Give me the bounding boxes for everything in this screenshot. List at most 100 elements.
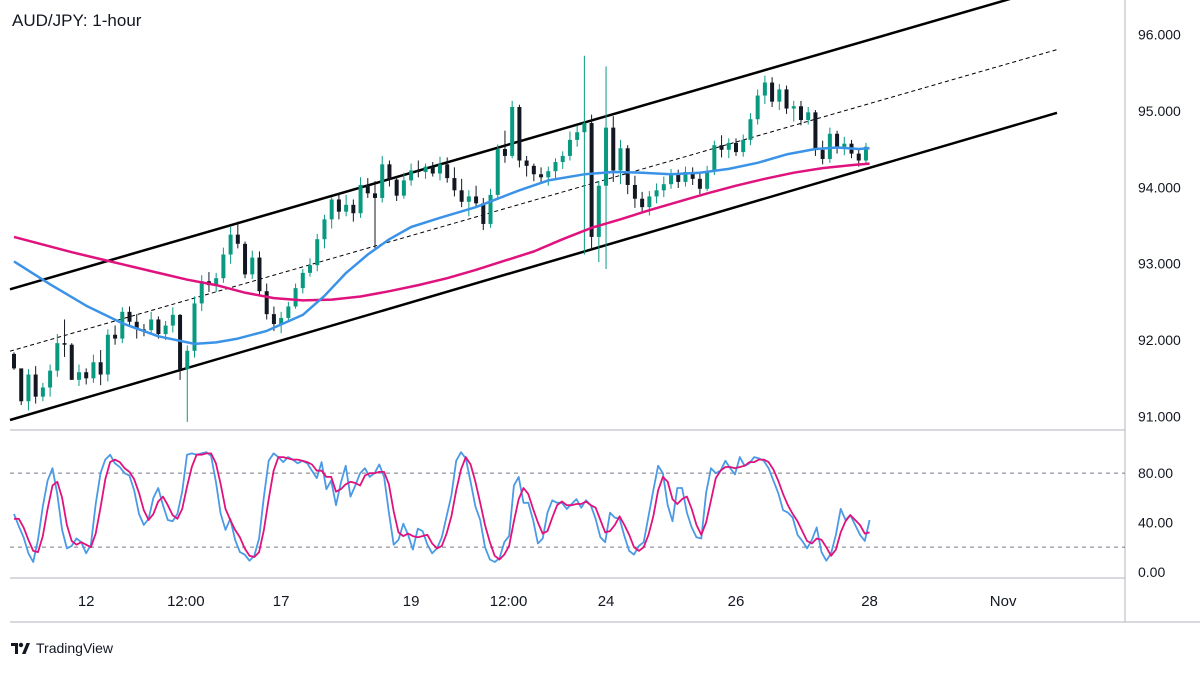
candle-body bbox=[712, 145, 717, 172]
candle-body bbox=[423, 166, 428, 172]
candle-body bbox=[84, 372, 89, 379]
candle-body bbox=[806, 112, 811, 120]
candle-body bbox=[48, 370, 53, 388]
brand-name: TradingView bbox=[36, 640, 114, 656]
candle-body bbox=[26, 374, 31, 402]
price-tick-label: 94.000 bbox=[1138, 179, 1181, 195]
candle-body bbox=[264, 291, 269, 315]
candle-body bbox=[409, 170, 414, 181]
candle-body bbox=[676, 175, 681, 182]
chart[interactable]: 96.000 95.000 94.000 93.000 92.000 91.000 80.… bbox=[0, 0, 1200, 630]
candle-body bbox=[394, 179, 399, 196]
candle-body bbox=[474, 196, 479, 204]
candle-body bbox=[546, 171, 551, 178]
chart-title: AUD/JPY: 1-hour bbox=[12, 11, 142, 30]
candle-body bbox=[373, 193, 377, 198]
candle-body bbox=[726, 142, 731, 150]
time-tick-label: 24 bbox=[598, 593, 615, 610]
candle-body bbox=[589, 123, 594, 237]
candle-body bbox=[719, 145, 724, 150]
candle-body bbox=[113, 334, 118, 339]
time-tick-label: 12:00 bbox=[167, 593, 205, 610]
channel-upper-line bbox=[9, 0, 1011, 291]
candle-body bbox=[647, 196, 652, 208]
candle-body bbox=[163, 325, 168, 334]
time-tick-label: 28 bbox=[861, 593, 878, 610]
candle-body bbox=[459, 190, 464, 202]
time-tick-label: 12:00 bbox=[490, 593, 528, 610]
candle-body bbox=[98, 362, 103, 375]
price-tick-label: 93.000 bbox=[1138, 256, 1181, 272]
candle-body bbox=[517, 107, 522, 161]
channel-lower-line bbox=[9, 111, 1058, 422]
price-axis: 96.000 95.000 94.000 93.000 92.000 91.000 bbox=[1138, 26, 1181, 424]
oscillator-tick-label: 0.00 bbox=[1138, 564, 1165, 580]
candle-body bbox=[560, 155, 565, 163]
candle-body bbox=[170, 314, 175, 326]
time-tick-label: 19 bbox=[403, 593, 420, 610]
time-axis: 12 12:00 17 19 12:00 24 26 28 Nov bbox=[78, 593, 1017, 610]
oscillator-tick-label: 80.00 bbox=[1138, 465, 1173, 481]
candle-body bbox=[127, 311, 132, 322]
stochastic-k-line bbox=[13, 451, 871, 563]
candle-body bbox=[856, 153, 861, 161]
candle-body bbox=[134, 321, 139, 330]
moving-average-fast-line bbox=[13, 146, 870, 346]
time-tick-label: Nov bbox=[990, 593, 1017, 610]
candle-body bbox=[567, 139, 572, 156]
candle-body bbox=[661, 184, 666, 191]
candle-body bbox=[553, 162, 558, 172]
candle-body bbox=[387, 164, 392, 180]
candle-body bbox=[596, 185, 601, 237]
channel-middle-line bbox=[9, 49, 1058, 352]
candle-body bbox=[863, 146, 868, 161]
price-tick-label: 91.000 bbox=[1138, 409, 1181, 425]
candle-body bbox=[524, 160, 529, 166]
chart-frame bbox=[10, 0, 1200, 623]
candle-body bbox=[488, 194, 493, 224]
candle-body bbox=[539, 174, 544, 178]
tradingview-brand[interactable]: TradingView bbox=[10, 640, 113, 656]
candle-body bbox=[611, 127, 616, 171]
time-tick-label: 26 bbox=[728, 593, 745, 610]
price-tick-label: 96.000 bbox=[1138, 26, 1181, 42]
candle-body bbox=[741, 139, 746, 153]
candle-body bbox=[466, 196, 471, 202]
candle-body bbox=[697, 178, 702, 189]
candle-body bbox=[813, 112, 818, 150]
candle-body bbox=[734, 142, 738, 153]
level-lines bbox=[10, 472, 1125, 548]
candle-body bbox=[344, 204, 349, 212]
candle-body bbox=[12, 353, 16, 369]
candle-body bbox=[199, 281, 204, 304]
price-tick-label: 92.000 bbox=[1138, 332, 1181, 348]
candle-body bbox=[416, 170, 421, 172]
time-tick-label: 12 bbox=[78, 593, 95, 610]
candle-body bbox=[322, 219, 327, 240]
candle-body bbox=[820, 149, 825, 159]
candle-body bbox=[120, 311, 125, 339]
moving-average-slow-line bbox=[13, 162, 870, 302]
candle-body bbox=[300, 272, 305, 289]
tradingview-logo-icon bbox=[11, 642, 30, 654]
candle-body bbox=[235, 234, 240, 244]
candle-body bbox=[192, 303, 197, 351]
candle-body bbox=[575, 132, 580, 140]
candle-body bbox=[502, 149, 507, 156]
oscillator-tick-label: 40.00 bbox=[1138, 515, 1173, 531]
candle-body bbox=[481, 203, 486, 224]
candle-body bbox=[791, 106, 796, 109]
candle-body bbox=[755, 95, 760, 120]
candle-body bbox=[690, 171, 695, 179]
candle-body bbox=[221, 254, 226, 279]
candle-body bbox=[683, 171, 688, 182]
candle-body bbox=[250, 257, 255, 275]
candle-body bbox=[531, 165, 536, 175]
time-tick-label: 17 bbox=[273, 593, 290, 610]
candle-body bbox=[105, 334, 110, 375]
candle-body bbox=[315, 239, 320, 266]
candle-body bbox=[777, 89, 782, 102]
candle-body bbox=[380, 164, 385, 198]
candle-body bbox=[827, 133, 832, 159]
candle-body bbox=[632, 184, 637, 199]
